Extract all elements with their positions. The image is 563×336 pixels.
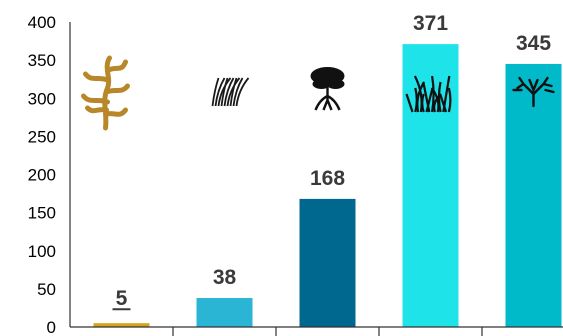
marsh-blade [421,93,425,113]
bar [196,298,253,327]
marsh-blade [447,87,452,113]
y-tick-label: 150 [28,204,56,223]
x-axis [70,326,563,336]
seagrass-blade [217,77,232,107]
y-tick-label: 50 [37,280,56,299]
marsh-blade [437,81,442,113]
y-axis: 0 50 100 150 200 250 300 350 400 [28,13,71,336]
kelp-icon [81,55,130,131]
mangrove-icon [310,67,345,111]
y-tick-label: 100 [28,242,56,261]
seagrass-blade [214,77,226,107]
y-tick-label: 300 [28,89,56,108]
y-tick-label: 200 [28,166,56,185]
mangrove-roots [314,86,341,111]
marsh-blade [413,75,423,113]
mangrove-canopy [312,79,331,89]
y-tick-label: 250 [28,127,56,146]
bar [299,198,356,327]
data-label: 345 [516,32,551,55]
seagrass-blade [235,77,250,107]
seagrass-blade [226,77,241,107]
y-tick-label: 0 [47,318,56,336]
marsh-blade [439,93,448,113]
seagrass-blade [220,77,229,107]
seagrass-blade [223,77,235,107]
data-labels: 5 38 168 371 345 [112,12,551,311]
marsh-blade [430,87,440,113]
bar [402,44,459,328]
seagrass-icon [211,77,250,107]
seagrass-blade [229,77,238,107]
shrub-icon [512,76,555,108]
bars [93,44,562,328]
seagrass-blade [211,77,220,107]
marsh-blade [442,75,451,113]
data-label: 168 [310,167,345,190]
marsh-blade [405,93,414,113]
marsh-grass-icon [405,75,452,113]
mangrove-canopy [326,79,345,89]
marsh-blade [422,81,431,113]
data-label: 38 [213,266,237,289]
category-icons [81,55,555,131]
data-label: 371 [413,12,448,35]
shrub-branches [512,76,555,108]
y-tick-label: 350 [28,51,56,70]
y-tick-label: 400 [28,13,56,32]
data-label: 5 [116,287,128,310]
marsh-blade [431,75,435,113]
kelp-shape [81,55,130,131]
seagrass-blade [232,77,244,107]
bar [93,323,150,327]
bar [505,63,562,327]
